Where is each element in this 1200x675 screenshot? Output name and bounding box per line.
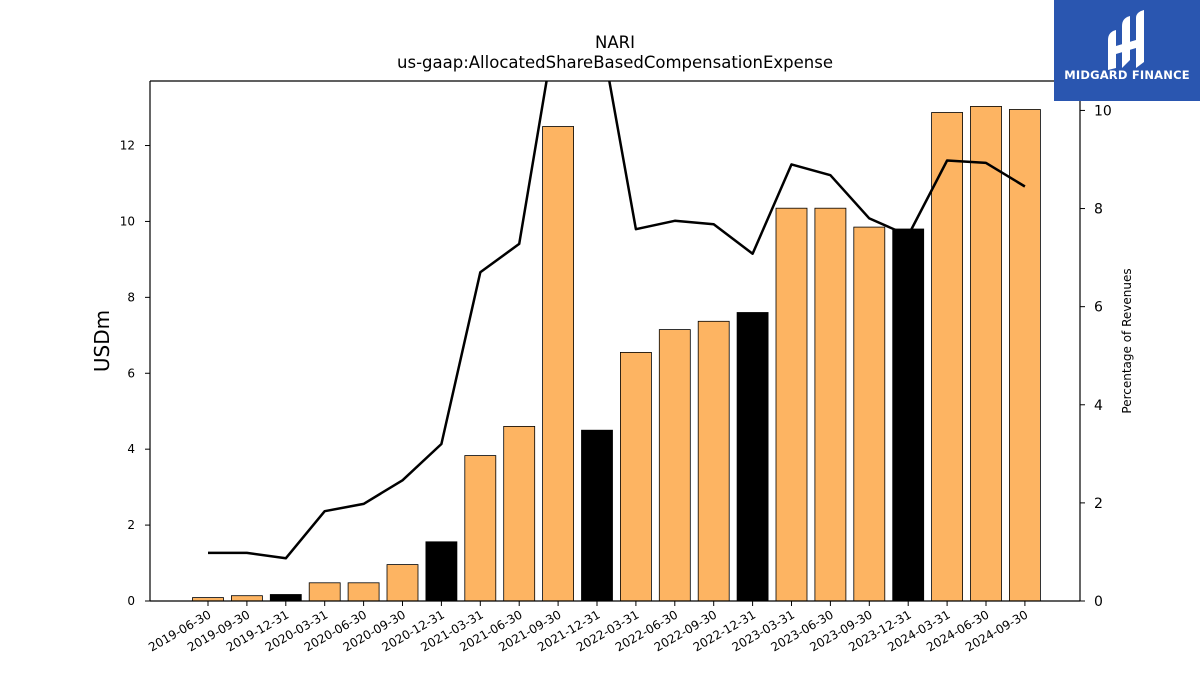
y-tick-label-4: 4 — [127, 442, 135, 456]
y2-tick-label-0: 0 — [1094, 594, 1103, 610]
bar-2020-06-30 — [347, 582, 380, 602]
chart-subtitle: us-gaap:AllocatedShareBasedCompensationE… — [397, 53, 833, 72]
axes: 02468101202468102019-06-302019-09-302019… — [120, 80, 1112, 654]
bar-2024-09-30 — [1009, 109, 1041, 602]
bar-2019-12-31 — [269, 594, 302, 602]
y2-tick-label-2: 2 — [1094, 496, 1103, 512]
bar-2022-09-30 — [697, 320, 730, 602]
bar-2023-03-31 — [775, 207, 808, 602]
y-tick-label-12: 12 — [120, 139, 135, 153]
y-tick-label-0: 0 — [127, 594, 135, 608]
bar-2020-09-30 — [386, 564, 419, 602]
bar-2021-09-30 — [542, 126, 574, 602]
line-group — [208, 81, 1026, 560]
chart-title: NARI — [595, 33, 635, 52]
logo-text: MIDGARD FINANCE — [1064, 68, 1190, 82]
y-tick-label-8: 8 — [127, 290, 135, 304]
y-tick-label-10: 10 — [120, 214, 135, 228]
bar-2020-03-31 — [308, 582, 341, 602]
percentage-line — [208, 81, 1026, 560]
y2-tick-label-10: 10 — [1094, 103, 1112, 119]
bar-2023-12-31 — [892, 228, 925, 602]
bar-2021-12-31 — [581, 429, 613, 602]
y2-tick-label-8: 8 — [1094, 202, 1103, 218]
bar-2024-06-30 — [970, 106, 1002, 602]
y2-axis-label: Percentage of Revenues — [1120, 268, 1134, 413]
y-axis-label: USDm — [90, 310, 114, 372]
bar-2022-06-30 — [658, 329, 691, 602]
bar-2021-06-30 — [503, 425, 536, 602]
y-tick-label-6: 6 — [127, 366, 135, 380]
bar-2024-03-31 — [931, 112, 963, 602]
bar-2023-06-30 — [814, 207, 847, 602]
bar-2021-03-31 — [464, 455, 497, 602]
bar-group — [192, 106, 1041, 602]
bar-2022-12-31 — [736, 312, 769, 602]
bar-2020-12-31 — [425, 541, 458, 602]
midgard-logo-icon — [1108, 10, 1144, 70]
bar-2019-09-30 — [230, 595, 263, 602]
bar-2023-09-30 — [853, 226, 886, 602]
y2-tick-label-4: 4 — [1094, 398, 1103, 414]
y2-tick-label-6: 6 — [1094, 300, 1103, 316]
bar-2022-03-31 — [620, 351, 652, 602]
y-tick-label-2: 2 — [127, 518, 135, 532]
